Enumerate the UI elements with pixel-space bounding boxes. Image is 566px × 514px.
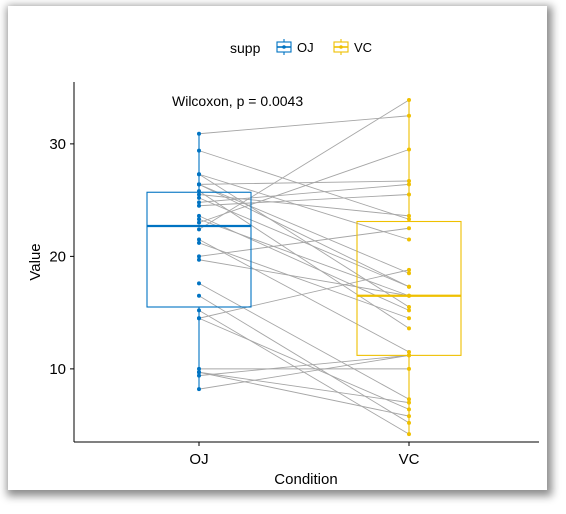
paired-line: [198, 194, 410, 207]
data-point-vc: [407, 226, 411, 231]
x-tick-label: VC: [399, 451, 420, 468]
data-point-vc: [407, 366, 411, 371]
data-point-oj: [197, 192, 201, 197]
data-point-oj: [197, 148, 201, 153]
data-point-vc: [407, 284, 411, 289]
data-point-vc: [407, 400, 411, 405]
data-point-oj: [197, 200, 201, 205]
legend-key-oj: [276, 39, 292, 55]
paired-line: [198, 317, 410, 410]
y-tick-label: 10: [49, 361, 66, 378]
paired-line: [198, 173, 410, 308]
paired-line: [198, 282, 410, 400]
data-point-oj: [197, 293, 201, 298]
data-point-vc: [407, 182, 411, 187]
legend-key-vc: [333, 39, 349, 55]
data-point-vc: [407, 113, 411, 118]
paired-line: [198, 239, 410, 353]
data-point-oj: [197, 227, 201, 232]
data-point-vc: [407, 98, 411, 102]
paired-line: [198, 99, 410, 230]
data-point-oj: [197, 366, 201, 371]
paired-line: [198, 183, 410, 203]
data-point-vc: [407, 237, 411, 242]
data-point-oj: [197, 172, 201, 177]
paired-line: [198, 354, 410, 377]
data-point-vc: [407, 213, 411, 218]
paired-line: [198, 371, 410, 417]
data-point-vc: [407, 179, 411, 183]
paired-line: [198, 269, 410, 319]
data-point-vc: [407, 432, 411, 437]
data-point-vc: [407, 147, 411, 152]
points-layer: [197, 98, 411, 437]
data-point-oj: [197, 308, 201, 313]
y-tick-label: 30: [49, 136, 66, 153]
data-point-oj: [197, 213, 201, 218]
paired-line: [198, 194, 410, 217]
data-point-vc: [407, 316, 411, 321]
data-point-vc: [407, 414, 411, 419]
paired-line: [198, 173, 410, 240]
data-point-oj: [197, 387, 201, 392]
box-oj: [146, 191, 252, 308]
x-axis-title: Condition: [274, 471, 337, 488]
legend-label-vc: VC: [354, 40, 372, 55]
legend-label-oj: OJ: [297, 40, 314, 55]
data-point-oj: [197, 220, 201, 225]
data-point-oj: [197, 203, 201, 208]
data-point-oj: [197, 254, 201, 259]
data-point-oj: [197, 373, 201, 378]
data-point-vc: [407, 217, 411, 222]
paired-line: [198, 295, 410, 424]
test-annotation: Wilcoxon, p = 0.0043: [172, 93, 303, 109]
paired-line: [198, 197, 410, 288]
data-point-vc: [407, 293, 411, 298]
y-axis-title: Value: [27, 243, 44, 280]
paired-line: [198, 183, 410, 288]
data-point-oj: [197, 182, 201, 187]
paired-line: [198, 354, 410, 390]
data-point-oj: [197, 217, 201, 222]
paired-line: [198, 150, 410, 220]
paired-line: [198, 371, 410, 404]
data-point-oj: [197, 240, 201, 245]
data-point-vc: [407, 192, 411, 197]
data-point-vc: [407, 353, 411, 358]
axes-layer: 10 20 30 OJ VC: [49, 82, 539, 468]
paired-lines-layer: [198, 99, 410, 435]
paired-line: [198, 149, 410, 224]
data-point-oj: [197, 195, 201, 200]
data-point-vc: [407, 397, 411, 402]
data-point-vc: [407, 308, 411, 313]
data-point-vc: [407, 350, 411, 354]
data-point-vc: [407, 267, 411, 272]
legend-key-point: [339, 45, 343, 49]
x-tick-label: OJ: [189, 451, 208, 468]
data-point-vc: [407, 326, 411, 331]
data-point-oj: [197, 316, 201, 321]
data-point-vc: [407, 420, 411, 425]
legend: supp OJ VC: [230, 39, 372, 56]
legend-title: supp: [230, 40, 261, 56]
data-point-oj: [197, 257, 201, 262]
y-tick-label: 20: [49, 248, 66, 265]
legend-key-point: [282, 45, 286, 49]
data-point-oj: [197, 189, 201, 194]
data-point-vc: [407, 407, 411, 412]
data-point-oj: [197, 237, 201, 242]
data-point-oj: [197, 281, 201, 286]
paired-line: [198, 215, 410, 311]
data-point-vc: [407, 271, 411, 276]
data-point-oj: [197, 131, 201, 136]
paired-line: [198, 115, 410, 135]
paired-line: [198, 242, 410, 319]
data-point-oj: [197, 370, 201, 375]
paired-line: [198, 259, 410, 297]
boxes-layer: [146, 100, 462, 435]
paired-line: [198, 180, 410, 185]
data-point-vc: [407, 305, 411, 309]
